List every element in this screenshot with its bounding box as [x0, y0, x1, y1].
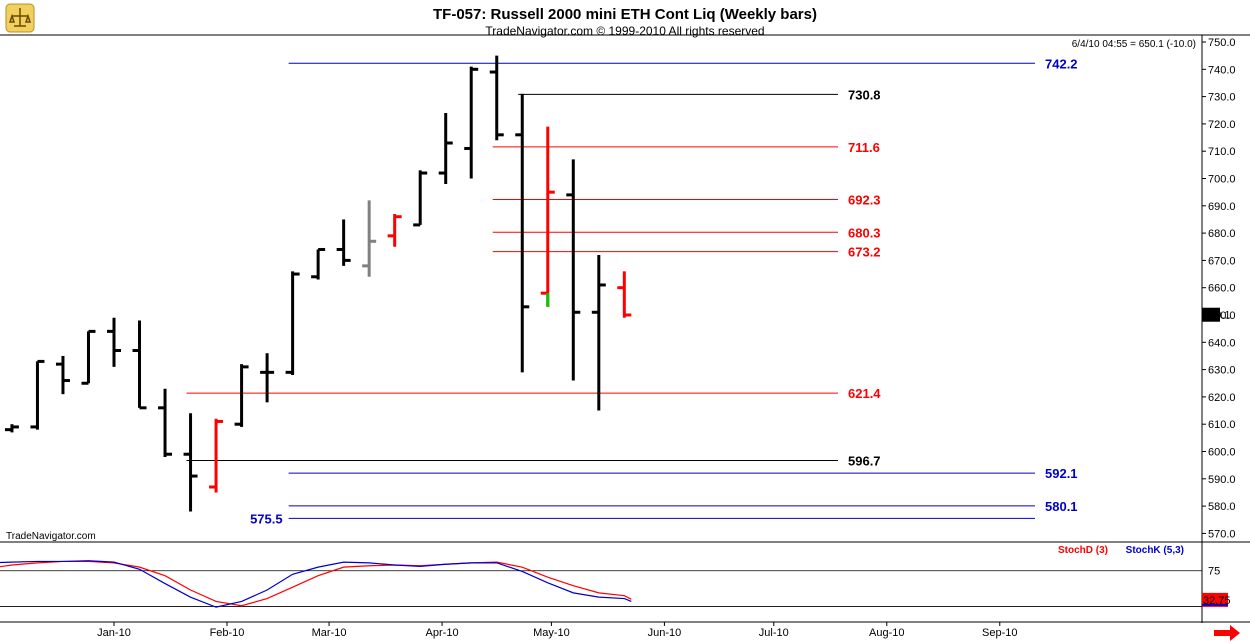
level-label: 680.3 — [848, 225, 881, 240]
price-tick-label: 710.0 — [1208, 146, 1236, 158]
stoch-last-value-box — [1202, 592, 1228, 607]
price-tick-label: 570.0 — [1208, 528, 1236, 540]
tradenavigator-logo-icon — [5, 3, 35, 33]
stochd-legend: StochD (3) — [1058, 545, 1108, 556]
price-axis: 570.0 580.0 590.0 600.0 610.0 620.0 630.0 640.0… — [1202, 37, 1236, 540]
level-label: 580.1 — [1045, 499, 1078, 514]
scroll-right-icon[interactable] — [1214, 625, 1240, 641]
date-tick-label: Jan-10 — [97, 627, 131, 639]
price-tick-label: 610.0 — [1208, 419, 1236, 431]
price-tick-label: 670.0 — [1208, 255, 1236, 267]
date-tick-label: Mar-10 — [312, 627, 347, 639]
level-label: 711.6 — [848, 140, 880, 155]
price-tick-label: 590.0 — [1208, 474, 1236, 486]
price-tick-label: 580.0 — [1208, 501, 1236, 513]
date-tick-label: May-10 — [533, 627, 570, 639]
chart-title: TF-057: Russell 2000 mini ETH Cont Liq (… — [433, 6, 817, 23]
date-tick-label: Aug-10 — [869, 627, 904, 639]
price-tick-label: 750.0 — [1208, 37, 1236, 49]
level-label: 596.7 — [848, 454, 881, 469]
last-price-box — [1202, 307, 1220, 322]
last-price-info: 6/4/10 04:55 = 650.1 (-10.0) — [1072, 39, 1196, 50]
price-bars — [4, 55, 632, 512]
chart-subtitle: TradeNavigator.com © 1999-2010 All right… — [485, 24, 764, 38]
price-tick-label: 630.0 — [1208, 365, 1236, 377]
price-tick-label: 690.0 — [1208, 201, 1236, 213]
price-tick-label: 740.0 — [1208, 64, 1236, 76]
level-label: 592.1 — [1045, 466, 1078, 481]
level-label: 575.5 — [250, 511, 283, 526]
stochk-legend: StochK (5,3) — [1126, 545, 1184, 556]
date-axis: Jan-10 Feb-10 Mar-10 Apr-10 May-10 Jun-10 Jul-… — [97, 622, 1018, 639]
date-tick-label: Jun-10 — [648, 627, 682, 639]
date-tick-label: Apr-10 — [426, 627, 459, 639]
price-tick-label: 600.0 — [1208, 447, 1236, 459]
price-tick-label: 700.0 — [1208, 174, 1236, 186]
support-resistance-lines: 742.2 730.8 711.6 692.3 680.3 673.2 621.4 596.7… — [186, 56, 1078, 526]
level-label: 621.4 — [848, 386, 881, 401]
price-tick-label: 680.0 — [1208, 228, 1236, 240]
watermark: TradeNavigator.com — [6, 531, 96, 542]
price-tick-label: 660.0 — [1208, 283, 1236, 295]
price-tick-label: 730.0 — [1208, 92, 1236, 104]
stoch-reference-label: 75 — [1208, 566, 1220, 578]
level-label: 730.8 — [848, 87, 881, 102]
price-tick-label: 620.0 — [1208, 392, 1236, 404]
date-tick-label: Feb-10 — [210, 627, 245, 639]
level-label: 692.3 — [848, 193, 881, 208]
date-tick-label: Sep-10 — [982, 627, 1017, 639]
last-price-label: 650.1 — [1203, 310, 1231, 322]
level-label: 673.2 — [848, 245, 881, 260]
date-tick-label: Jul-10 — [759, 627, 789, 639]
level-label: 742.2 — [1045, 56, 1078, 71]
stochk-line — [0, 560, 632, 608]
price-tick-label: 640.0 — [1208, 337, 1236, 349]
price-tick-label: 720.0 — [1208, 119, 1236, 131]
